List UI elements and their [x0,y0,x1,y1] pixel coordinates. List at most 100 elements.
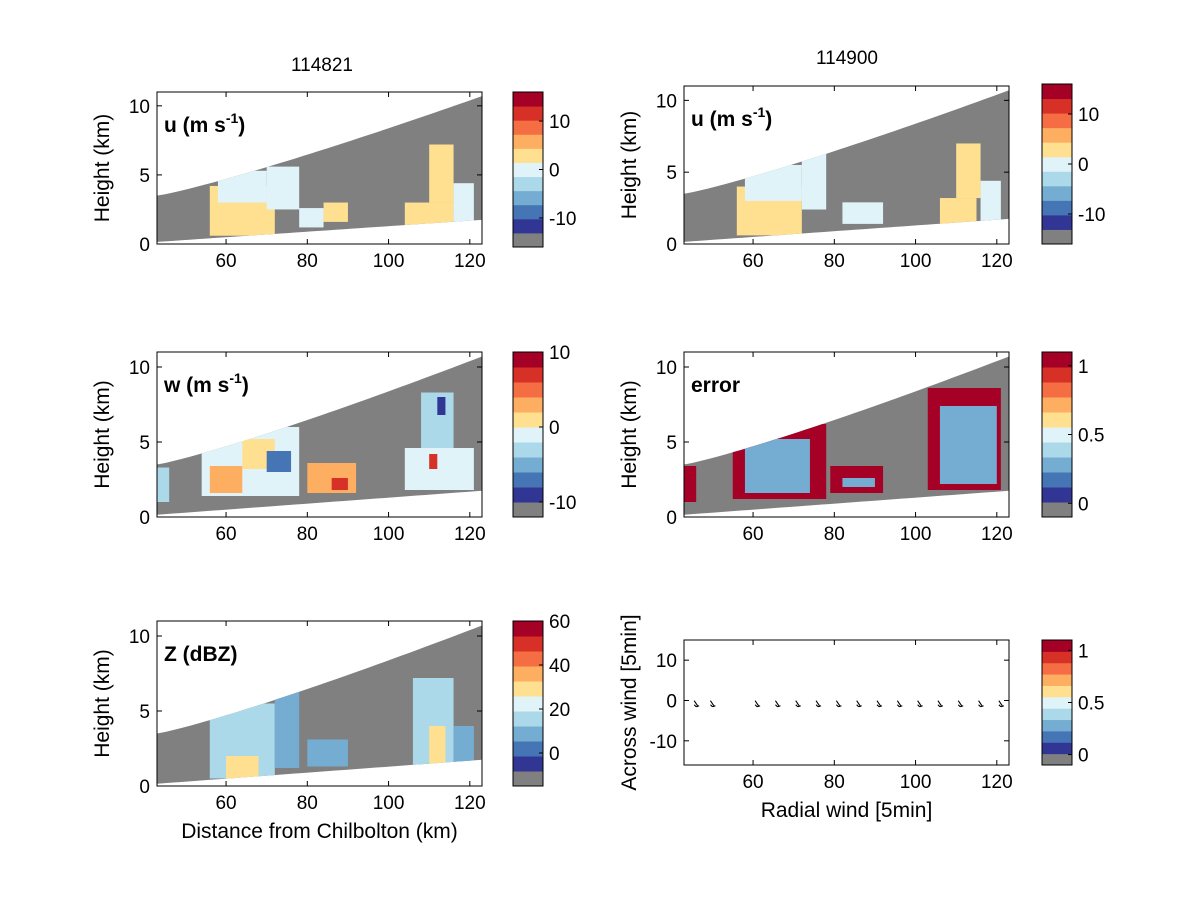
x-tick-label: 100 [373,524,405,545]
y-tick-label: 10 [656,651,677,672]
x-tick-label: 100 [373,793,405,814]
variable-label-close: ) [242,374,249,397]
y-tick-label: 10 [129,97,150,118]
colorbar-segment [1042,685,1072,698]
reflectivity-panel-left: 60 80 100 120 0 5 10 Height (km) Distance from C… [91,612,570,843]
variable-label: u (m s-1) [164,110,245,137]
colorbar-tick-label: 10 [1078,105,1099,126]
colorbar-tick-label: 0 [549,418,560,439]
x-tick-label: 60 [742,251,763,272]
colorbar-segment [513,162,543,178]
y-tick-label: 5 [139,166,150,187]
data-cell [331,478,348,490]
colorbar-segment [1042,171,1072,187]
x-tick-label: 80 [297,793,318,814]
colorbar-tick-label: 60 [549,612,570,633]
colorbar-tick-label: 20 [549,700,570,721]
colorbar-segment [513,232,543,248]
wind-arrow [978,700,984,708]
x-tick-label: 80 [297,251,318,272]
y-tick-label: 5 [666,433,677,454]
data-cell [684,466,697,502]
wind-arrow [693,700,700,708]
y-tick-label: 5 [666,163,677,184]
data-cell [842,202,884,224]
colorbar-segment [1042,229,1072,245]
data-cell [744,165,802,201]
colorbar-segment [513,106,543,121]
colorbar-tick-label: 1 [1078,357,1089,378]
colorbar-segment [513,190,543,206]
colorbar-segment [1042,427,1072,443]
colorbar-segment [513,651,543,667]
variable-label-exponent: -1 [229,370,242,386]
colorbar-segment [513,92,543,107]
colorbar-segment [1042,352,1072,368]
colorbar-segment [513,621,543,637]
axes-frame [683,351,1010,518]
colorbar-segment [513,666,543,682]
variable-label-close: ) [765,108,772,131]
colorbar-segment [1042,719,1072,732]
axes-frame [683,85,1010,245]
error-panel-right: 60 80 100 120 0 5 10 Height (km) error 1 0.5 0 [618,351,1104,545]
y-tick-label: 0 [666,235,677,256]
colorbar-segment [1042,382,1072,398]
colorbar-segment [513,472,543,488]
colorbar-segment [513,681,543,697]
y-tick-label: 0 [139,777,150,798]
wind-arrow [835,700,842,708]
data-cells [209,144,474,236]
y-axis-label: Height (km) [618,111,641,220]
data-cell [744,439,810,493]
column-title-right: 114900 [816,48,878,69]
wind-arrow [917,700,923,708]
x-tick-label: 100 [373,251,405,272]
colorbar-segment [1042,142,1072,158]
variable-label-text: w (m s [163,374,229,397]
colorbar-segment [513,218,543,234]
x-tick-label: 100 [900,524,932,545]
colorbar-segment [1042,367,1072,383]
colorbar-segment [1042,502,1072,518]
data-cell [274,691,300,768]
x-tick-label: 120 [981,772,1013,793]
data-cell [226,756,259,779]
colorbar-segment [1042,730,1072,743]
colorbar-segment [1042,472,1072,488]
colorbar-segment [1042,200,1072,216]
y-tick-label: 10 [656,358,677,379]
y-axis-label: Height (km) [91,649,114,758]
y-tick-label: 0 [139,508,150,529]
wind-arrow [795,700,801,708]
variable-label-text: u (m s [691,108,753,131]
colorbar-segment [1042,662,1072,675]
wind-arrow [754,700,761,708]
data-cell [209,466,243,493]
y-axis-label: Across wind [5min] [618,614,641,790]
variable-label-exponent: -1 [753,104,766,120]
colorbar-segment [1042,127,1072,143]
colorbar-segment [513,636,543,652]
y-tick-label: 10 [656,91,677,112]
colorbar-segment [1042,487,1072,503]
colorbar-segment [1042,651,1072,664]
x-tick-label: 100 [900,251,932,272]
colorbar-frame [512,351,544,518]
colorbar-segment [1042,98,1072,114]
colorbar-segment [513,502,543,518]
x-tick-label: 120 [981,524,1013,545]
data-cell [437,397,446,415]
column-title-left: 114821 [291,55,353,76]
colorbar-segment [513,487,543,503]
colorbar-segment [1042,113,1072,129]
variable-label: u (m s-1) [691,104,772,131]
colorbar-segment [1042,753,1072,766]
axes-frame [156,351,483,518]
colorbar-segment [513,427,543,443]
data-cell [217,170,267,203]
wind-arrow [876,700,883,708]
